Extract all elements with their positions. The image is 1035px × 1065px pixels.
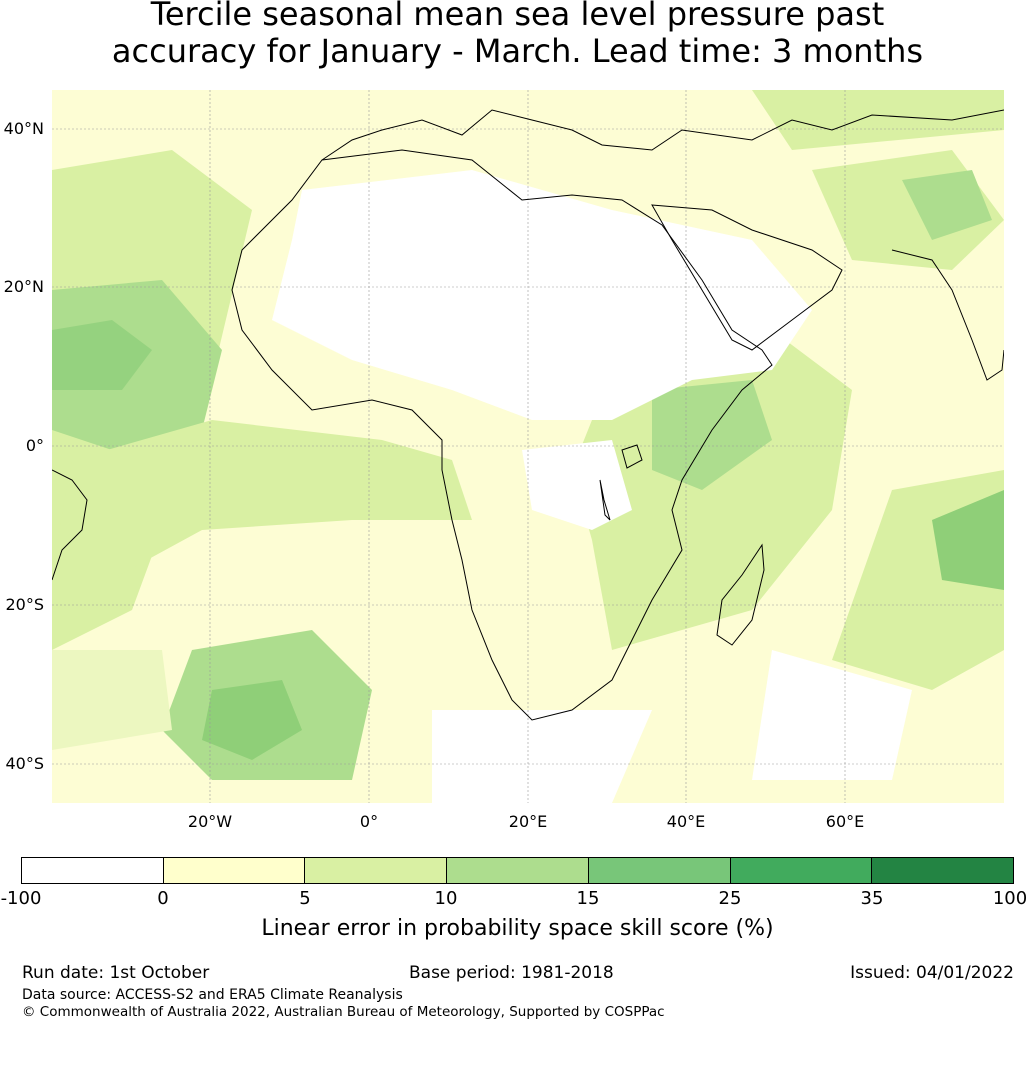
colorbar-tick: 5: [299, 888, 311, 909]
india-coastline: [891, 249, 1004, 381]
lon-label-20w: 20°W: [187, 812, 233, 831]
lat-label-40n: 40°N: [3, 119, 44, 138]
europe-coastline: [321, 109, 1004, 161]
colorbar-tick: 100: [992, 888, 1028, 909]
colorbar-tick: 10: [434, 888, 458, 909]
skill-fill-regions: [52, 90, 1004, 803]
low-skill-sahara: [272, 170, 812, 420]
colorbar-bin-1: [22, 858, 164, 883]
base-period: Base period: 1981-2018: [409, 963, 614, 983]
madagascar-coastline: [716, 543, 765, 646]
colorbar-bin-6: [730, 858, 873, 883]
lat-label-20s: 20°S: [5, 595, 44, 614]
skill-score-map: [52, 90, 1004, 803]
colorbar-tick: -100: [0, 888, 42, 909]
map-canvas: [52, 90, 1004, 803]
issued-date: Issued: 04/01/2022: [850, 963, 1014, 983]
colorbar-tick: 15: [576, 888, 600, 909]
graticule: [52, 90, 1004, 803]
colorbar-bin-5: [588, 858, 731, 883]
colorbar-tick: 0: [157, 888, 169, 909]
data-source: Data source: ACCESS-S2 and ERA5 Climate …: [22, 987, 403, 1003]
lat-label-20n: 20°N: [3, 277, 44, 296]
lake-victoria: [621, 444, 643, 469]
lon-label-40e: 40°E: [666, 812, 706, 831]
run-date: Run date: 1st October: [22, 963, 210, 983]
map-title: Tercile seasonal mean sea level pressure…: [0, 0, 1035, 70]
colorbar: [21, 857, 1014, 884]
south-america-coastline: [52, 469, 88, 581]
title-line-2: accuracy for January - March. Lead time:…: [111, 32, 924, 70]
coastlines: [52, 109, 1004, 721]
colorbar-bin-7: [872, 858, 1014, 883]
title-line-1: Tercile seasonal mean sea level pressure…: [150, 0, 885, 33]
low-skill-central-africa: [522, 440, 632, 530]
colorbar-bin-2: [163, 858, 306, 883]
copyright: © Commonwealth of Australia 2022, Austra…: [22, 1004, 665, 1020]
lon-label-20e: 20°E: [508, 812, 548, 831]
arabia-coastline: [651, 204, 843, 351]
colorbar-label: Linear error in probability space skill …: [261, 916, 774, 941]
colorbar-tick: 25: [718, 888, 742, 909]
lake-tanganyika: [599, 479, 611, 521]
lon-label-0: 0°: [359, 812, 379, 831]
lat-label-40s: 40°S: [5, 754, 44, 773]
africa-coastline: [231, 149, 773, 721]
colorbar-tick: 35: [860, 888, 884, 909]
colorbar-bin-3: [305, 858, 448, 883]
colorbar-bin-4: [447, 858, 589, 883]
lat-label-0: 0°: [25, 436, 44, 455]
lon-label-60e: 60°E: [825, 812, 865, 831]
